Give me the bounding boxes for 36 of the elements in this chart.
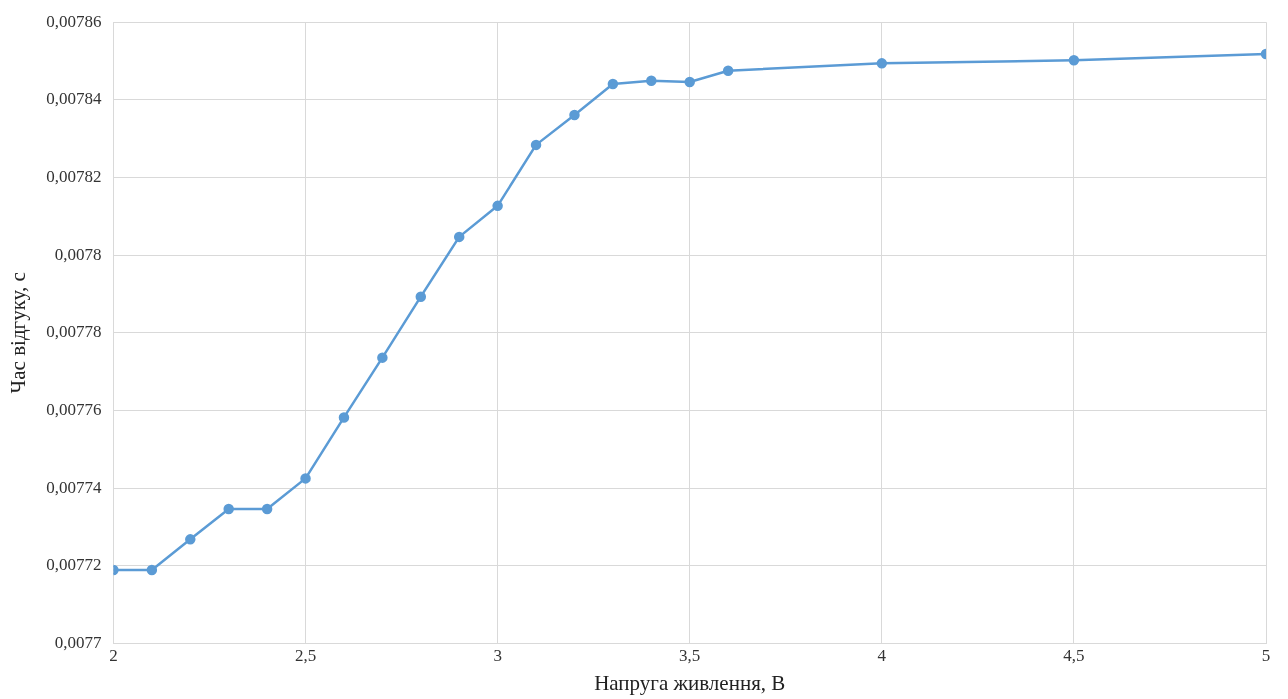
x-tick-label: 4,5 <box>1063 646 1085 666</box>
point <box>453 231 465 243</box>
point <box>722 65 734 76</box>
point <box>338 412 350 423</box>
point <box>223 503 234 515</box>
point <box>261 503 273 515</box>
y-tick-label: 0,00778 <box>46 322 102 342</box>
x-tick-label: 3 <box>493 646 502 666</box>
point <box>1068 55 1080 66</box>
y-tick-label: 0,00776 <box>46 399 102 419</box>
y-tick-label: 0,00772 <box>46 555 102 575</box>
point <box>684 76 695 88</box>
x-tick-label: 2,5 <box>294 646 317 666</box>
y-tick-label: 0,0077 <box>54 632 102 652</box>
point <box>185 534 196 545</box>
y-tick-label: 0,00774 <box>46 477 102 497</box>
x-tick-label: 5 <box>1261 646 1271 666</box>
point <box>377 352 388 363</box>
point <box>492 200 503 212</box>
y-tick-label: 0,0078 <box>54 244 102 264</box>
point <box>530 139 542 151</box>
point <box>146 564 158 576</box>
x-tick-label: 4 <box>877 646 887 666</box>
point <box>646 75 657 87</box>
y-tick-label: 0,00786 <box>46 11 102 31</box>
point <box>415 291 427 302</box>
point <box>300 473 311 484</box>
point <box>876 58 888 69</box>
y-tick-label: 0,00782 <box>46 166 102 186</box>
point <box>569 109 580 121</box>
x-tick-label: 3,5 <box>679 646 701 666</box>
y-axis-title: Час відгуку, с <box>6 272 31 394</box>
x-tick-label: 2 <box>109 646 118 666</box>
point <box>607 78 619 90</box>
x-axis-title: Напруга живлення, В <box>594 670 786 695</box>
y-tick-label: 0,00784 <box>46 89 102 109</box>
